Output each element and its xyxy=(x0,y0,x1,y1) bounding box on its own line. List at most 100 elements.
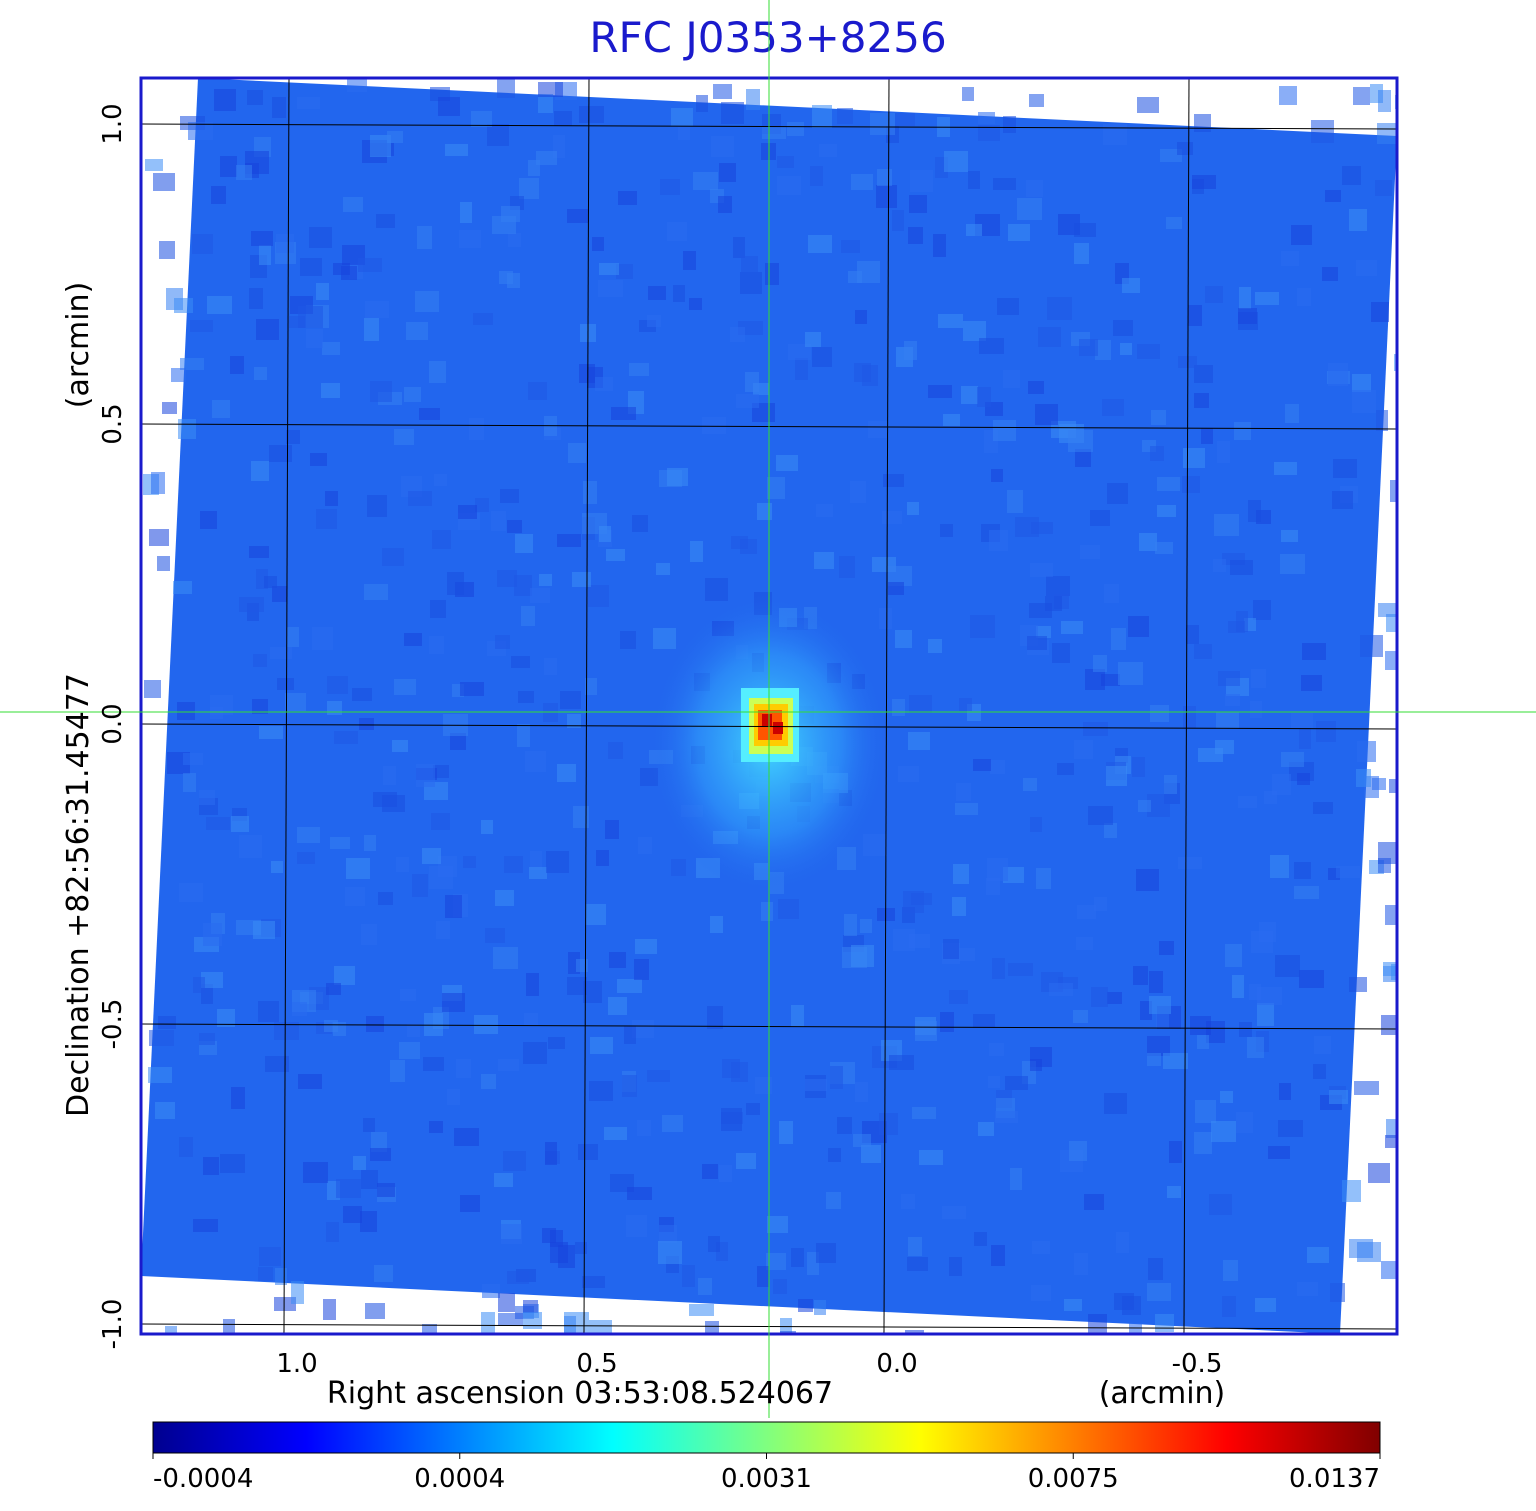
noise-patch xyxy=(518,691,534,703)
noise-patch xyxy=(173,581,192,594)
noise-patch xyxy=(503,1151,526,1171)
noise-patch xyxy=(491,511,506,531)
noise-patch xyxy=(450,733,466,750)
noise-patch xyxy=(882,511,902,524)
noise-patch xyxy=(1272,774,1291,795)
noise-patch xyxy=(276,234,294,253)
noise-patch xyxy=(366,1016,384,1032)
noise-patch xyxy=(1281,530,1298,542)
noise-patch xyxy=(908,732,930,750)
noise-patch xyxy=(940,1012,954,1032)
noise-patch xyxy=(438,97,460,116)
noise-patch xyxy=(635,939,657,954)
noise-patch xyxy=(583,481,597,504)
noise-patch xyxy=(1329,1090,1348,1104)
noise-patch xyxy=(254,367,267,380)
noise-patch xyxy=(589,1320,612,1334)
noise-patch xyxy=(554,111,572,126)
noise-patch xyxy=(993,420,1016,441)
noise-patch xyxy=(1036,868,1051,889)
noise-patch xyxy=(1307,1247,1329,1263)
noise-patch xyxy=(1342,166,1361,185)
noise-patch xyxy=(1090,510,1110,526)
noise-patch xyxy=(345,887,365,906)
noise-patch xyxy=(376,214,395,228)
noise-patch xyxy=(1386,614,1397,632)
noise-patch xyxy=(316,509,337,529)
noise-patch xyxy=(746,1103,760,1115)
noise-patch xyxy=(390,1060,405,1082)
noise-patch xyxy=(269,445,292,462)
noise-patch xyxy=(274,1022,299,1040)
noise-patch xyxy=(312,627,333,650)
noise-patch xyxy=(1032,1241,1050,1254)
noise-patch xyxy=(382,548,404,566)
noise-patch xyxy=(183,753,203,765)
noise-patch xyxy=(708,1236,720,1252)
noise-patch xyxy=(1104,1093,1127,1114)
noise-patch xyxy=(1381,1015,1397,1035)
noise-patch xyxy=(1190,1016,1211,1035)
y-tick-label: 0.5 xyxy=(98,403,128,444)
noise-patch xyxy=(908,1237,922,1256)
noise-patch xyxy=(777,156,794,168)
noise-patch xyxy=(364,318,379,341)
noise-patch xyxy=(671,108,693,126)
noise-patch xyxy=(567,209,588,223)
noise-patch xyxy=(193,977,205,993)
noise-patch xyxy=(1386,1119,1397,1138)
noise-patch xyxy=(1216,712,1239,729)
noise-patch xyxy=(977,387,991,407)
noise-patch xyxy=(151,472,165,494)
noise-patch xyxy=(217,1009,235,1027)
noise-patch xyxy=(588,585,609,607)
noise-patch xyxy=(599,263,619,275)
noise-patch xyxy=(1192,175,1216,189)
noise-patch xyxy=(370,1148,391,1161)
noise-patch xyxy=(1342,1180,1361,1202)
noise-patch xyxy=(778,899,799,919)
noise-patch xyxy=(1031,1285,1051,1301)
noise-patch xyxy=(779,1121,793,1144)
noise-patch xyxy=(599,526,611,542)
noise-patch xyxy=(689,298,702,310)
noise-patch xyxy=(1122,278,1140,293)
noise-patch xyxy=(618,191,637,205)
noise-patch xyxy=(498,1059,519,1071)
noise-patch xyxy=(1094,897,1107,911)
noise-patch xyxy=(629,363,649,376)
noise-patch xyxy=(1023,778,1037,791)
noise-patch xyxy=(343,197,363,212)
noise-patch xyxy=(1385,1135,1397,1148)
noise-patch xyxy=(1349,977,1367,992)
noise-patch xyxy=(1038,327,1061,347)
noise-patch xyxy=(145,159,163,171)
noise-patch xyxy=(1028,381,1044,394)
noise-patch xyxy=(673,285,685,302)
noise-patch xyxy=(1381,1261,1397,1279)
noise-patch xyxy=(698,1278,712,1295)
noise-patch xyxy=(611,407,636,420)
noise-patch xyxy=(272,586,287,602)
y-tick-labels: 1.0 0.5 0.0 -0.5 -1.0 xyxy=(98,103,128,1349)
noise-patch xyxy=(968,171,980,189)
noise-patch xyxy=(359,718,374,730)
noise-patch xyxy=(1239,1022,1252,1037)
noise-texture xyxy=(143,78,1397,1334)
noise-patch xyxy=(530,851,542,870)
noise-patch xyxy=(270,647,292,659)
noise-patch xyxy=(1230,560,1253,575)
noise-patch xyxy=(353,1156,366,1170)
noise-patch xyxy=(445,144,468,156)
noise-patch xyxy=(1357,741,1376,762)
noise-patch xyxy=(211,186,226,204)
noise-patch xyxy=(1074,1253,1088,1275)
noise-patch xyxy=(1302,643,1326,660)
noise-patch xyxy=(990,760,1005,774)
noise-patch xyxy=(523,1300,538,1313)
noise-patch xyxy=(258,1001,279,1022)
noise-patch xyxy=(545,1142,557,1165)
noise-patch xyxy=(190,320,213,332)
noise-patch xyxy=(1129,1323,1142,1334)
noise-patch xyxy=(620,631,636,649)
